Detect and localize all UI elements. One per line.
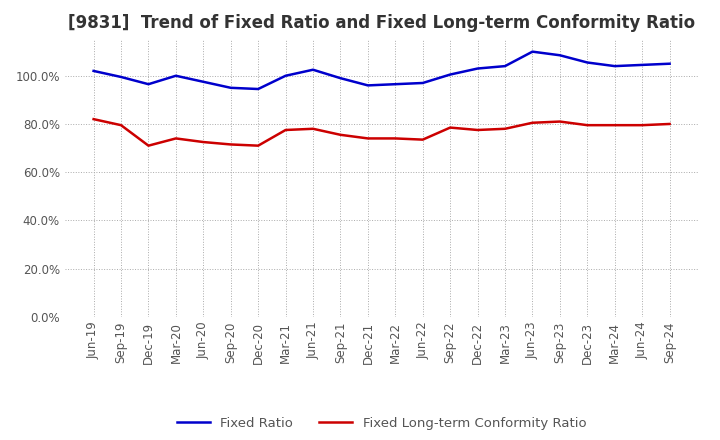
Fixed Ratio <box>391 81 400 87</box>
Fixed Ratio <box>282 73 290 78</box>
Fixed Long-term Conformity Ratio <box>199 139 207 145</box>
Fixed Ratio <box>171 73 180 78</box>
Fixed Long-term Conformity Ratio <box>611 122 619 128</box>
Line: Fixed Ratio: Fixed Ratio <box>94 51 670 89</box>
Fixed Ratio <box>89 68 98 73</box>
Fixed Ratio <box>364 83 372 88</box>
Fixed Long-term Conformity Ratio <box>638 122 647 128</box>
Fixed Long-term Conformity Ratio <box>391 136 400 141</box>
Fixed Ratio <box>309 67 318 72</box>
Fixed Ratio <box>446 72 454 77</box>
Fixed Ratio <box>556 53 564 58</box>
Fixed Long-term Conformity Ratio <box>254 143 263 148</box>
Fixed Long-term Conformity Ratio <box>556 119 564 124</box>
Fixed Ratio <box>583 60 592 65</box>
Fixed Long-term Conformity Ratio <box>528 120 537 125</box>
Fixed Ratio <box>473 66 482 71</box>
Fixed Long-term Conformity Ratio <box>364 136 372 141</box>
Fixed Long-term Conformity Ratio <box>144 143 153 148</box>
Fixed Ratio <box>638 62 647 68</box>
Fixed Ratio <box>226 85 235 91</box>
Fixed Ratio <box>199 79 207 84</box>
Fixed Long-term Conformity Ratio <box>89 117 98 122</box>
Fixed Long-term Conformity Ratio <box>336 132 345 137</box>
Fixed Long-term Conformity Ratio <box>418 137 427 142</box>
Fixed Ratio <box>528 49 537 54</box>
Legend: Fixed Ratio, Fixed Long-term Conformity Ratio: Fixed Ratio, Fixed Long-term Conformity … <box>171 411 592 435</box>
Fixed Long-term Conformity Ratio <box>500 126 509 132</box>
Fixed Long-term Conformity Ratio <box>226 142 235 147</box>
Fixed Long-term Conformity Ratio <box>282 127 290 132</box>
Fixed Long-term Conformity Ratio <box>309 126 318 132</box>
Fixed Ratio <box>611 63 619 69</box>
Fixed Long-term Conformity Ratio <box>117 122 125 128</box>
Fixed Ratio <box>418 81 427 86</box>
Fixed Ratio <box>500 63 509 69</box>
Fixed Ratio <box>144 81 153 87</box>
Fixed Long-term Conformity Ratio <box>583 122 592 128</box>
Fixed Long-term Conformity Ratio <box>665 121 674 127</box>
Fixed Long-term Conformity Ratio <box>446 125 454 130</box>
Fixed Long-term Conformity Ratio <box>171 136 180 141</box>
Fixed Long-term Conformity Ratio <box>473 127 482 132</box>
Fixed Ratio <box>117 74 125 80</box>
Fixed Ratio <box>336 76 345 81</box>
Line: Fixed Long-term Conformity Ratio: Fixed Long-term Conformity Ratio <box>94 119 670 146</box>
Fixed Ratio <box>254 86 263 92</box>
Fixed Ratio <box>665 61 674 66</box>
Title: [9831]  Trend of Fixed Ratio and Fixed Long-term Conformity Ratio: [9831] Trend of Fixed Ratio and Fixed Lo… <box>68 15 696 33</box>
